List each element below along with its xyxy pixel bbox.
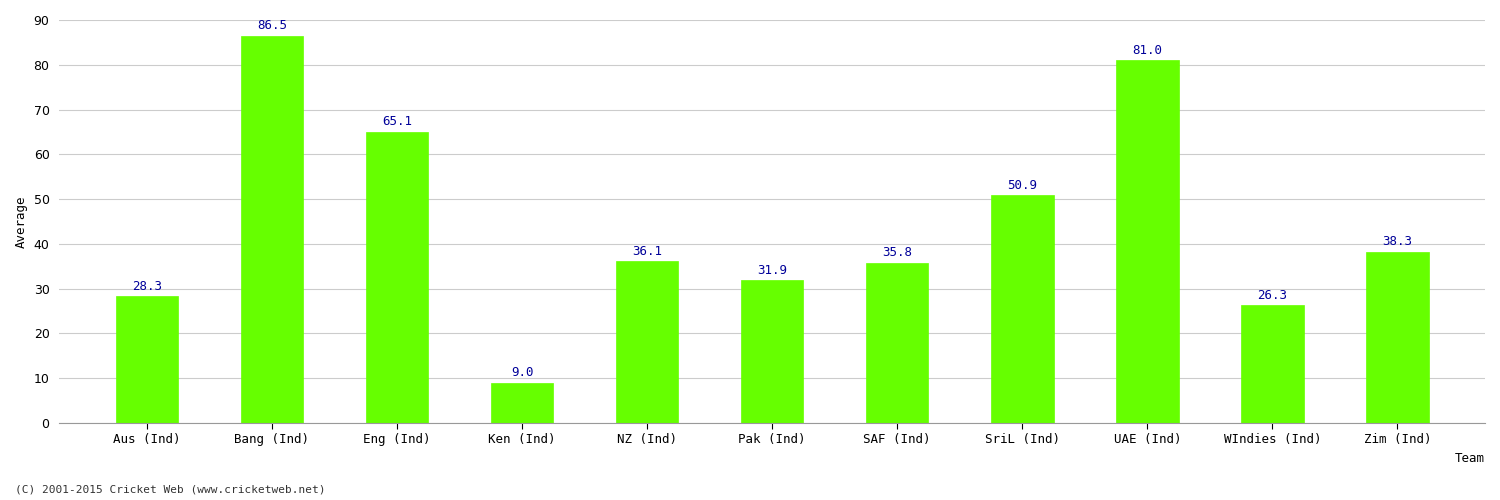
- Bar: [366, 132, 428, 423]
- Text: 65.1: 65.1: [382, 115, 412, 128]
- Text: 38.3: 38.3: [1383, 235, 1413, 248]
- Y-axis label: Average: Average: [15, 196, 28, 248]
- X-axis label: Team: Team: [1455, 452, 1485, 465]
- Bar: [240, 36, 303, 423]
- Bar: [490, 382, 554, 423]
- Text: (C) 2001-2015 Cricket Web (www.cricketweb.net): (C) 2001-2015 Cricket Web (www.cricketwe…: [15, 485, 326, 495]
- Text: 26.3: 26.3: [1257, 288, 1287, 302]
- Bar: [616, 262, 678, 423]
- Bar: [1240, 306, 1304, 423]
- Text: 86.5: 86.5: [256, 19, 286, 32]
- Text: 9.0: 9.0: [512, 366, 534, 379]
- Text: 35.8: 35.8: [882, 246, 912, 259]
- Text: 28.3: 28.3: [132, 280, 162, 292]
- Text: 50.9: 50.9: [1008, 178, 1038, 192]
- Bar: [1366, 252, 1428, 423]
- Text: 36.1: 36.1: [632, 245, 662, 258]
- Bar: [116, 296, 178, 423]
- Bar: [865, 262, 928, 423]
- Text: 81.0: 81.0: [1132, 44, 1162, 57]
- Bar: [992, 195, 1053, 423]
- Text: 31.9: 31.9: [758, 264, 788, 276]
- Bar: [1116, 60, 1179, 423]
- Bar: [741, 280, 804, 423]
